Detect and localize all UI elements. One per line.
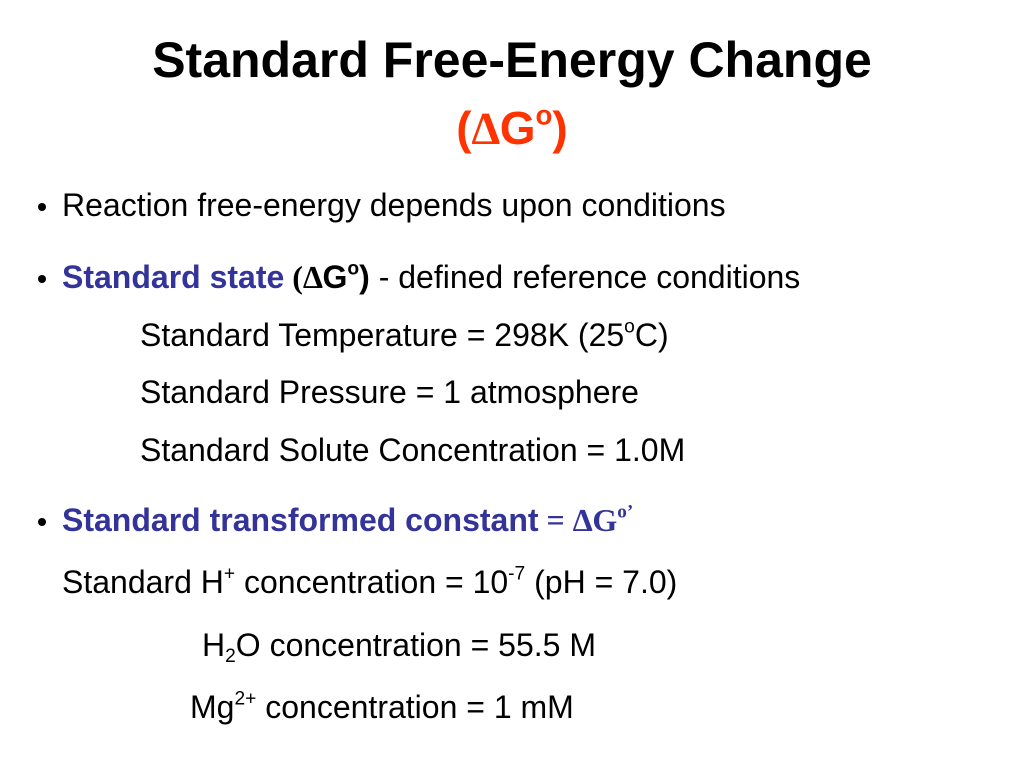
- superscript: -7: [508, 563, 526, 585]
- text: Standard Temperature = 298K (25: [140, 317, 625, 353]
- bullet-dot: [38, 203, 46, 211]
- bullet: Standard state (∆Go) - defined reference…: [38, 255, 801, 299]
- text: = ∆G: [538, 502, 618, 538]
- text: Reaction free-energy depends upon condit…: [62, 187, 726, 223]
- text: H: [202, 627, 226, 663]
- title-symbol: (∆Go): [0, 101, 1024, 151]
- text: G: [499, 102, 536, 154]
- superscript: o: [535, 99, 553, 131]
- text: ): [359, 259, 370, 295]
- bullet: Standard transformed constant = ∆Go’: [38, 498, 634, 542]
- detail: H2O concentration = 55.5 M: [202, 623, 596, 667]
- superscript: o: [617, 501, 627, 523]
- detail: Standard Pressure = 1 atmosphere: [140, 370, 639, 414]
- text: Standard H: [62, 564, 224, 600]
- text: (: [284, 259, 303, 295]
- detail: Standard Temperature = 298K (25oC): [140, 313, 669, 357]
- text: Standard transformed constant: [62, 502, 539, 538]
- bullet: Reaction free-energy depends upon condit…: [38, 183, 726, 227]
- text: Mg: [190, 689, 235, 725]
- detail: Standard H+ concentration = 10-7 (pH = 7…: [62, 560, 677, 604]
- superscript: 2+: [234, 688, 257, 710]
- detail: Standard Solute Concentration = 1.0M: [140, 428, 685, 472]
- text: concentration = 10: [235, 564, 509, 600]
- text: Standard Solute Concentration = 1.0M: [140, 432, 686, 468]
- bullet-dot: [38, 518, 46, 526]
- subscript: 2: [225, 645, 236, 667]
- superscript: +: [223, 563, 236, 585]
- text: ): [552, 102, 568, 154]
- text: ∆: [471, 103, 500, 154]
- detail: Mg2+ concentration = 1 mM: [190, 685, 574, 729]
- bullet-dot: [38, 275, 46, 283]
- text: C): [634, 317, 669, 353]
- text: ∆: [302, 259, 323, 295]
- text: - defined reference conditions: [369, 259, 801, 295]
- text: G: [322, 259, 348, 295]
- text: Standard state: [62, 259, 285, 295]
- text: concentration = 1 mM: [256, 689, 574, 725]
- title: Standard Free-Energy Change: [152, 32, 872, 88]
- text: (pH = 7.0): [525, 564, 678, 600]
- text: (: [456, 102, 472, 154]
- superscript: o: [624, 316, 635, 338]
- text: Standard Pressure = 1 atmosphere: [140, 374, 639, 410]
- superscript: o: [347, 258, 360, 280]
- text: O concentration = 55.5 M: [235, 627, 596, 663]
- superscript: ’: [626, 501, 634, 523]
